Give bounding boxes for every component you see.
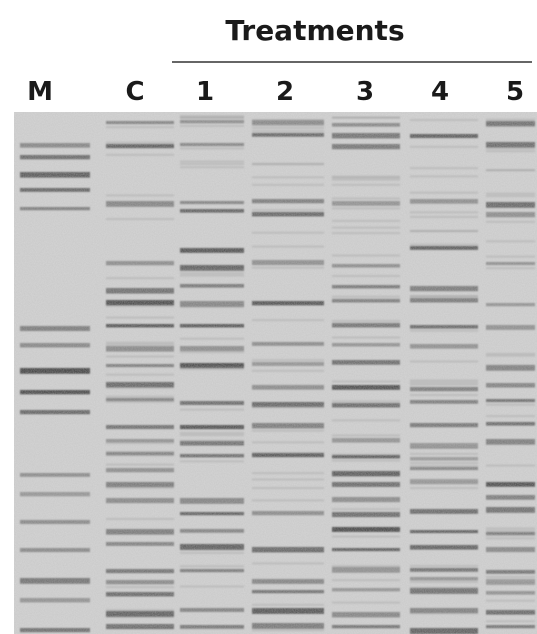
gel-noise bbox=[14, 112, 537, 634]
lane-label: 5 bbox=[506, 77, 524, 107]
lane-label: 4 bbox=[431, 77, 449, 107]
lane-label: M bbox=[27, 77, 53, 107]
lane-label: 1 bbox=[196, 77, 214, 107]
page: Treatments MC12345 (() => { const data =… bbox=[0, 0, 537, 634]
gel-figure: Treatments M C 1 2 3 4 5 bbox=[0, 0, 537, 634]
lane-label: 2 bbox=[276, 77, 294, 107]
lane-label: 3 bbox=[356, 77, 374, 107]
lane-label: C bbox=[125, 77, 144, 107]
header-title: Treatments bbox=[225, 14, 404, 47]
